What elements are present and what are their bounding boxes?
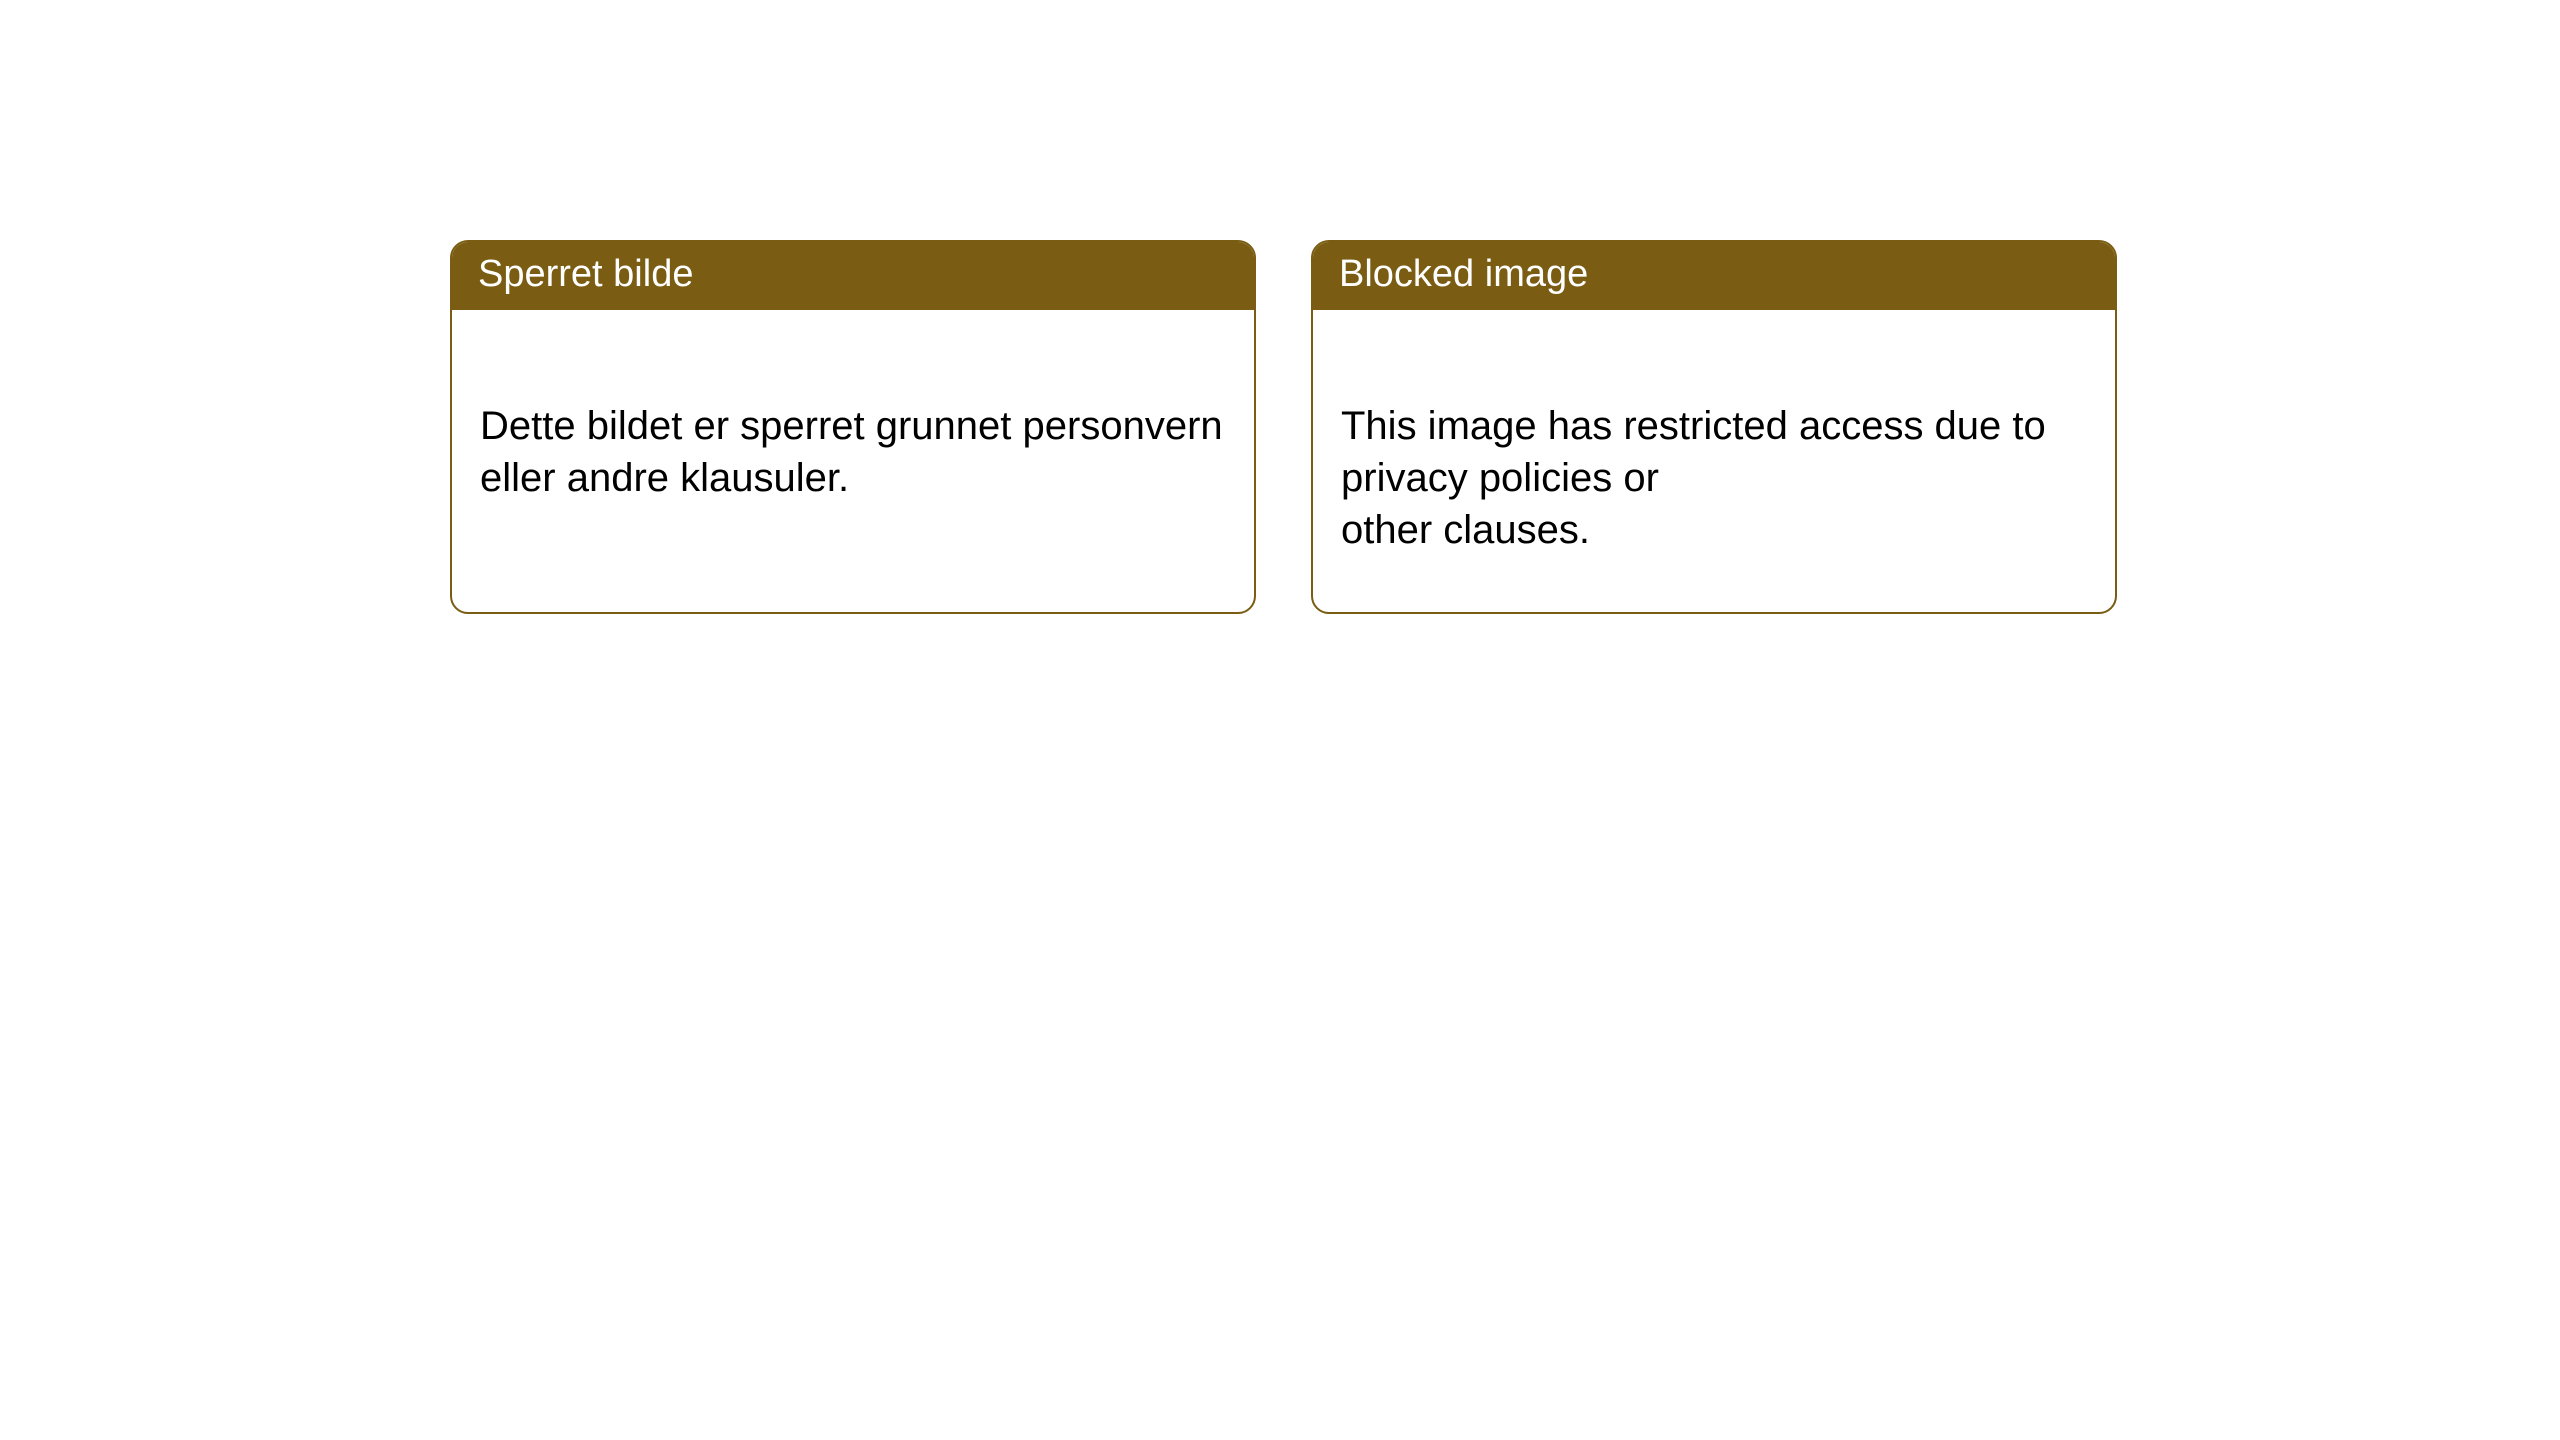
card-body: Dette bildet er sperret grunnet personve… [452,310,1254,580]
card-title: Sperret bilde [478,253,693,295]
card-message: Dette bildet er sperret grunnet personve… [480,404,1223,500]
notice-card-english: Blocked image This image has restricted … [1311,240,2117,614]
card-title: Blocked image [1339,253,1588,295]
notice-container: Sperret bilde Dette bildet er sperret gr… [0,0,2560,614]
notice-card-norwegian: Sperret bilde Dette bildet er sperret gr… [450,240,1256,614]
card-body: This image has restricted access due to … [1313,310,2115,612]
card-header: Blocked image [1313,242,2115,310]
card-message: This image has restricted access due to … [1341,404,2046,552]
card-header: Sperret bilde [452,242,1254,310]
